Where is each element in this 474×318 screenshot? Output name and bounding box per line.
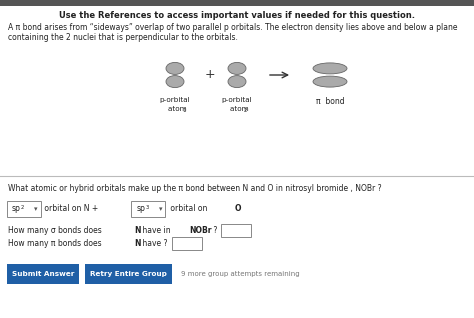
Text: ▾: ▾ <box>159 206 162 212</box>
Text: Retry Entire Group: Retry Entire Group <box>90 272 167 278</box>
Text: Submit Answer: Submit Answer <box>12 272 74 278</box>
Text: What atomic or hybrid orbitals make up the π bond between N and O in nitrosyl br: What atomic or hybrid orbitals make up t… <box>8 184 382 193</box>
Text: ▾: ▾ <box>34 206 38 212</box>
Text: sp: sp <box>12 204 21 213</box>
Text: have ?: have ? <box>140 239 167 248</box>
FancyBboxPatch shape <box>131 202 165 218</box>
Text: atom: atom <box>168 106 189 112</box>
Ellipse shape <box>313 63 347 74</box>
Text: 2: 2 <box>244 108 247 113</box>
Text: NOBr: NOBr <box>190 226 212 235</box>
Text: p-orbital: p-orbital <box>222 97 252 103</box>
Text: p-orbital: p-orbital <box>160 97 191 103</box>
FancyBboxPatch shape <box>85 265 172 285</box>
Text: A π bond arises from “sideways” overlap of two parallel p orbitals. The electron: A π bond arises from “sideways” overlap … <box>8 23 457 31</box>
Text: 1: 1 <box>182 108 185 113</box>
Text: have in: have in <box>140 226 173 235</box>
Text: 9 more group attempts remaining: 9 more group attempts remaining <box>181 272 300 278</box>
Text: How many π bonds does: How many π bonds does <box>8 239 104 248</box>
Ellipse shape <box>166 76 184 87</box>
FancyBboxPatch shape <box>7 202 41 218</box>
Text: atom: atom <box>230 106 251 112</box>
Ellipse shape <box>313 76 347 87</box>
Text: Use the References to access important values if needed for this question.: Use the References to access important v… <box>59 10 415 19</box>
Text: orbital on N +: orbital on N + <box>42 204 98 213</box>
Text: ?: ? <box>211 226 218 235</box>
FancyBboxPatch shape <box>172 238 202 251</box>
Text: sp: sp <box>137 204 146 213</box>
Ellipse shape <box>228 62 246 74</box>
Text: N: N <box>135 239 141 248</box>
Text: N: N <box>135 226 141 235</box>
Text: π  bond: π bond <box>316 97 344 106</box>
Text: containing the 2 nuclei that is perpendicular to the orbitals.: containing the 2 nuclei that is perpendi… <box>8 32 238 42</box>
FancyBboxPatch shape <box>221 225 252 238</box>
Text: How many σ bonds does: How many σ bonds does <box>8 226 104 235</box>
Text: orbital on: orbital on <box>168 204 210 213</box>
FancyBboxPatch shape <box>7 265 79 285</box>
Ellipse shape <box>228 76 246 87</box>
Ellipse shape <box>166 62 184 74</box>
Text: 3: 3 <box>146 205 149 210</box>
Text: +: + <box>205 68 215 81</box>
FancyBboxPatch shape <box>0 0 474 6</box>
Text: 2: 2 <box>21 205 24 210</box>
Text: O: O <box>235 204 241 213</box>
